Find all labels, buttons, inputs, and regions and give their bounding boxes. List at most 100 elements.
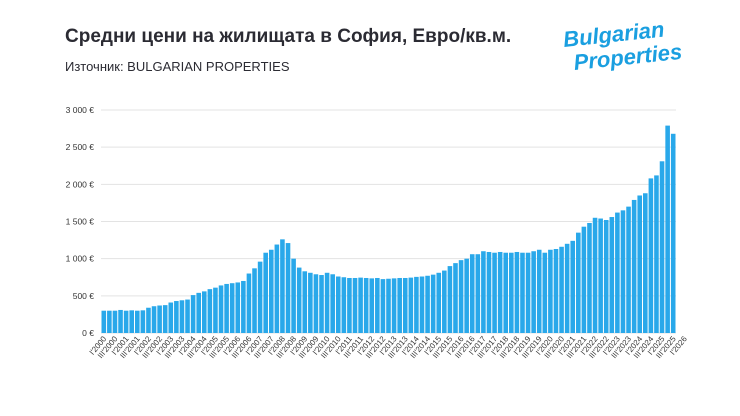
bar — [347, 277, 352, 333]
bar — [213, 287, 218, 333]
y-tick-label: 2 000 € — [66, 179, 95, 189]
brand-logo: Bulgarian Properties — [562, 17, 683, 72]
bar — [670, 133, 676, 333]
bar — [592, 217, 598, 333]
y-tick-label: 1 000 € — [66, 254, 95, 264]
bar — [397, 277, 402, 333]
chart-source: Източник: BULGARIAN PROPERTIES — [65, 59, 290, 74]
bar — [341, 277, 347, 333]
bar — [453, 263, 458, 333]
bar — [112, 310, 118, 333]
bar — [581, 226, 587, 333]
bar — [436, 272, 442, 333]
chart-title: Средни цени на жилищата в София, Евро/кв… — [65, 26, 512, 47]
bar — [531, 251, 536, 333]
bar — [615, 212, 620, 333]
bar — [408, 277, 414, 333]
bar — [637, 195, 642, 333]
bar — [218, 285, 224, 333]
bar — [190, 295, 196, 333]
bar — [107, 310, 112, 333]
bar — [458, 260, 464, 333]
bar — [475, 254, 481, 333]
bar — [330, 274, 335, 333]
bar — [442, 270, 447, 333]
bar — [174, 301, 179, 333]
y-tick-label: 2 500 € — [66, 142, 95, 152]
bar — [514, 251, 520, 333]
y-tick-label: 0 € — [82, 328, 94, 338]
bar — [553, 249, 559, 333]
bar — [140, 310, 146, 333]
bar — [363, 277, 369, 333]
bar — [654, 175, 659, 333]
bar — [335, 276, 341, 333]
bar — [246, 273, 252, 333]
bar — [631, 199, 637, 333]
y-tick-label: 3 000 € — [66, 105, 95, 115]
bar — [252, 268, 257, 333]
bar — [375, 277, 380, 333]
bar — [492, 252, 497, 333]
bar — [603, 220, 609, 333]
bar — [380, 279, 386, 333]
bar — [497, 251, 503, 333]
bar — [386, 278, 391, 333]
bar — [280, 239, 285, 333]
bar — [548, 249, 553, 333]
bar — [324, 272, 330, 333]
bar — [520, 252, 525, 333]
bar — [123, 310, 129, 333]
bar — [118, 309, 123, 333]
bar — [481, 251, 486, 333]
bar — [469, 254, 475, 333]
bar — [229, 283, 235, 333]
bar — [313, 274, 319, 333]
bar — [430, 274, 436, 333]
y-tick-label: 1 500 € — [66, 217, 95, 227]
bar — [598, 218, 603, 333]
bar — [129, 310, 134, 333]
bar — [402, 277, 408, 333]
bar — [196, 292, 201, 333]
bar — [274, 244, 280, 333]
bar — [648, 178, 654, 333]
bar — [224, 283, 229, 333]
bar — [146, 307, 151, 333]
bar — [207, 289, 213, 333]
bar — [425, 275, 430, 333]
bar — [509, 252, 514, 333]
bar — [369, 278, 375, 333]
bar — [665, 125, 670, 333]
bar — [620, 210, 626, 333]
bar — [576, 232, 581, 333]
bar — [626, 206, 631, 333]
bar — [179, 300, 185, 333]
bar — [486, 251, 492, 333]
bar — [101, 310, 107, 333]
bar — [268, 249, 274, 333]
bar — [464, 258, 469, 333]
bar — [542, 252, 548, 333]
bar — [643, 193, 648, 333]
bar — [414, 276, 419, 333]
bar — [352, 277, 358, 333]
bar — [308, 272, 313, 333]
bar — [162, 305, 168, 334]
bar — [525, 252, 531, 333]
bar — [559, 246, 564, 333]
bar — [135, 310, 140, 333]
bar — [285, 243, 291, 333]
bar — [609, 217, 615, 333]
bar — [185, 299, 190, 333]
bar — [358, 277, 363, 333]
bar — [503, 252, 509, 333]
bar — [564, 243, 570, 333]
bar — [570, 240, 576, 333]
bar — [296, 267, 302, 333]
bar — [319, 275, 324, 333]
bar — [263, 252, 268, 333]
bar — [536, 249, 542, 333]
bar — [659, 161, 665, 333]
